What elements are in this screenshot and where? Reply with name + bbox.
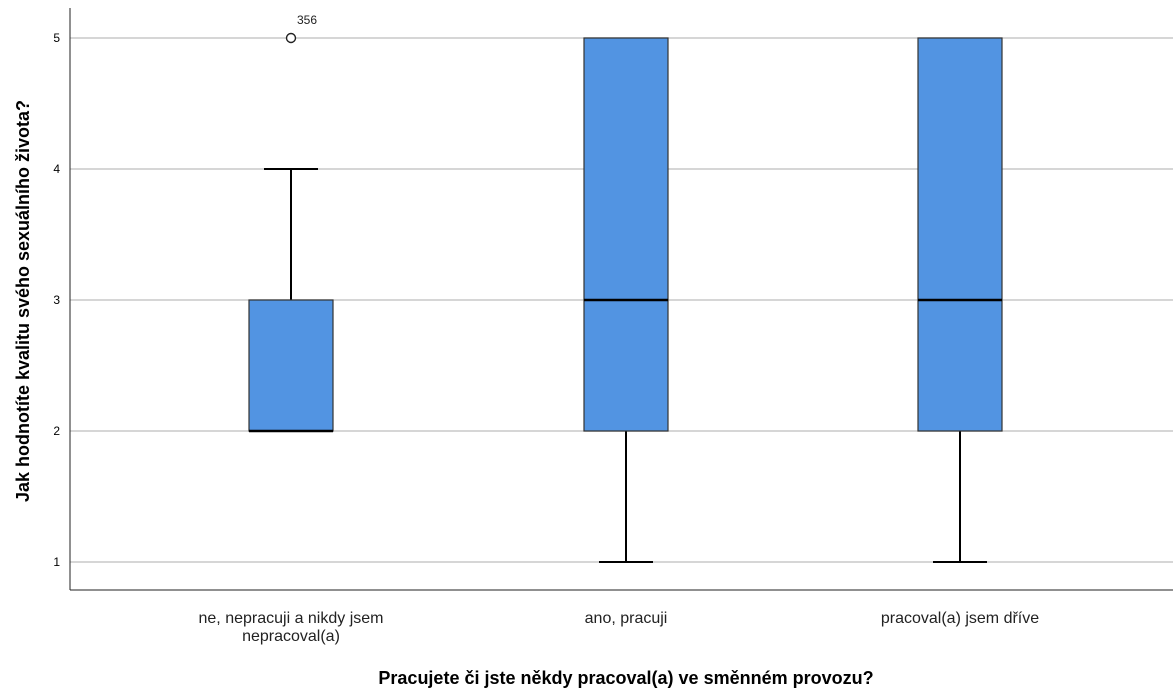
outlier-point [285, 32, 297, 44]
box-1: 356 [248, 13, 334, 433]
outlier-label: 356 [297, 13, 317, 27]
y-tick-label: 2 [53, 424, 60, 438]
y-tick-label: 4 [53, 162, 60, 176]
y-axis-title: Jak hodnotíte kvalitu svého sexuálního ž… [13, 100, 33, 502]
box-2 [583, 37, 669, 563]
box-iqr [248, 299, 334, 432]
box-iqr [917, 37, 1003, 432]
y-tick-label: 1 [53, 555, 60, 569]
box-group: 356 [248, 13, 1003, 563]
x-category-label: pracoval(a) jsem dříve [881, 610, 1039, 627]
x-axis-title: Pracujete či jste někdy pracoval(a) ve s… [378, 668, 873, 688]
x-category-labels: ne, nepracuji a nikdy jsem nepracoval(a) a… [199, 610, 1040, 645]
box-iqr [583, 37, 669, 432]
y-tick-labels: 1 2 3 4 5 [53, 31, 60, 569]
x-category-label: ne, nepracuji a nikdy jsem nepracoval(a) [199, 610, 384, 645]
y-tick-label: 3 [53, 293, 60, 307]
y-tick-label: 5 [53, 31, 60, 45]
x-category-label: ano, pracuji [585, 610, 668, 627]
axes [69, 8, 1173, 591]
box-3 [917, 37, 1003, 563]
